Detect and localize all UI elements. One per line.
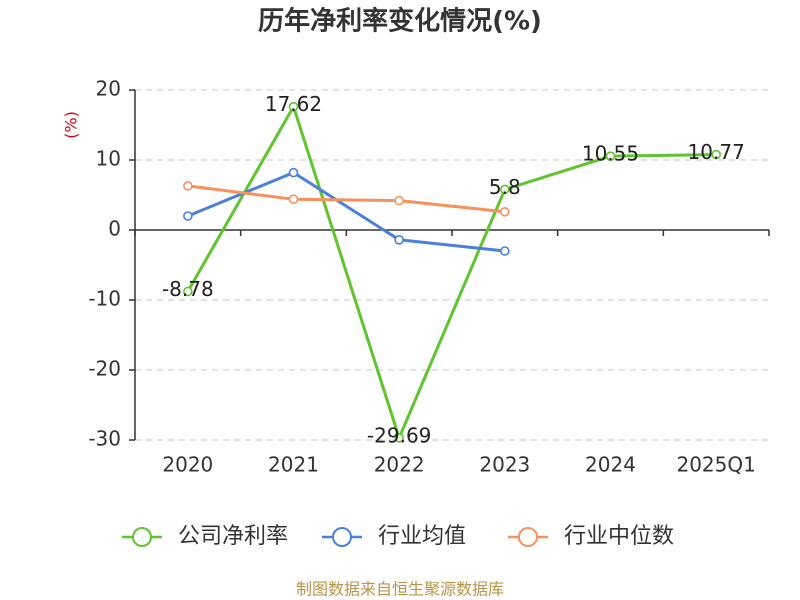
x-tick-label: 2021	[268, 453, 319, 477]
series-line	[186, 105, 718, 440]
data-point	[288, 101, 299, 112]
legend-item-1[interactable]: 行业均值	[322, 524, 466, 549]
series-line	[186, 184, 507, 214]
data-point	[394, 235, 404, 245]
y-axis-label: (%)	[62, 111, 81, 139]
legend-circle-icon	[332, 527, 352, 547]
data-point	[183, 181, 193, 191]
legend-item-2[interactable]: 行业中位数	[508, 524, 674, 549]
x-tick-label: 2024	[585, 453, 636, 477]
y-tick-label: -20	[88, 357, 121, 381]
legend-label: 行业均值	[378, 524, 466, 549]
y-tick-label: 20	[96, 77, 121, 101]
data-label: -29.69	[367, 423, 431, 447]
legend-item-0[interactable]: 公司净利率	[122, 524, 288, 549]
series-2	[183, 181, 510, 217]
series-1	[183, 167, 510, 256]
data-point	[288, 167, 299, 178]
data-point	[394, 195, 404, 206]
data-label: 10.77	[688, 140, 745, 164]
axes: 20 10 0 -10 -20 -30 2020 2021 2022 2023 2024 2025Q1	[88, 77, 770, 477]
chart-title: 历年净利率变化情况(%)	[258, 6, 542, 37]
source-footer: 制图数据来自恒生聚源数据库	[296, 580, 504, 599]
data-point	[500, 246, 510, 256]
y-tick-label: 0	[108, 217, 121, 241]
data-label: 17.62	[265, 92, 322, 116]
legend-circle-icon	[132, 527, 152, 547]
data-point	[711, 149, 721, 160]
data-label: -8.78	[162, 277, 214, 301]
series-layer	[183, 101, 721, 443]
data-point	[500, 207, 510, 217]
gridlines	[135, 89, 769, 441]
series-0	[183, 101, 721, 443]
y-tick-label: -30	[88, 427, 121, 451]
y-tick-label: -10	[88, 287, 121, 311]
data-point	[183, 286, 193, 297]
legend-label: 公司净利率	[178, 524, 288, 549]
data-point	[288, 194, 299, 204]
data-point	[500, 184, 510, 195]
series-line	[186, 171, 507, 253]
x-tick-label: 2023	[479, 453, 530, 477]
legend-circle-icon	[518, 527, 538, 547]
x-tick-label: 2025Q1	[676, 453, 755, 477]
x-tick-label: 2022	[374, 453, 425, 477]
legend-label: 行业中位数	[564, 524, 674, 549]
x-tick-label: 2020	[162, 453, 213, 477]
data-labels: -8.78 17.62 -29.69 5.8 10.55 10.77	[162, 92, 745, 447]
legend: 公司净利率 行业均值 行业中位数	[122, 524, 674, 549]
data-point	[394, 433, 404, 443]
data-point	[183, 211, 193, 221]
data-point	[605, 151, 616, 161]
data-label: 5.8	[489, 175, 521, 199]
data-label: 10.55	[582, 142, 639, 166]
y-tick-label: 10	[96, 147, 121, 171]
